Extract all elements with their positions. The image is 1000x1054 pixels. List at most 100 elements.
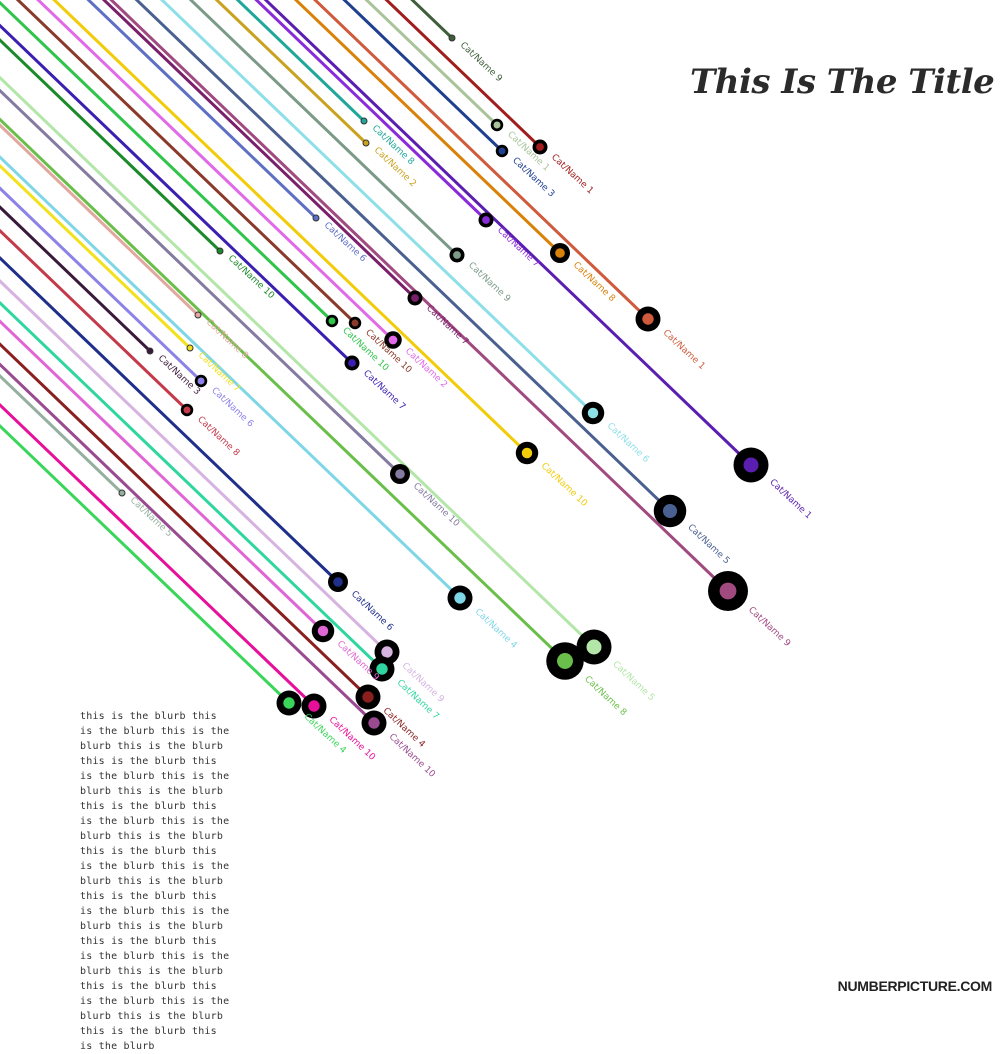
data-label: Cat/Name 6 (322, 220, 368, 264)
series-line (36, 0, 395, 342)
series-line (0, 38, 222, 253)
series-line (159, 0, 595, 415)
dot-layer (118, 34, 769, 736)
data-point (662, 503, 678, 519)
series-line (0, 423, 291, 705)
series-line (15, 0, 357, 325)
data-point (360, 117, 368, 125)
data-point (482, 216, 490, 224)
data-point (328, 317, 336, 325)
series-line (0, 342, 370, 699)
data-point (453, 251, 461, 259)
data-point (454, 592, 466, 604)
series-line (384, 0, 542, 149)
data-point (197, 377, 205, 385)
data-point (146, 347, 154, 355)
series-line (293, 0, 562, 255)
data-label: Cat/Name 9 (458, 40, 504, 84)
series-line (86, 0, 318, 220)
data-point (118, 489, 126, 497)
series-line (0, 186, 203, 383)
data-point (388, 335, 398, 345)
series-line (109, 0, 730, 593)
series-line (0, 362, 376, 725)
data-label: Cat/Name 1 (549, 153, 595, 197)
chart-title: This Is The Title (690, 62, 995, 102)
series-line (235, 0, 366, 123)
data-point (362, 691, 374, 703)
data-label: Cat/Name 4 (473, 607, 519, 651)
data-label: Cat/Name 7 (495, 226, 541, 270)
series-line (0, 88, 402, 476)
data-point (448, 34, 456, 42)
data-label: Cat/Name 9 (746, 605, 792, 649)
series-line (0, 117, 567, 663)
series-line (0, 75, 596, 649)
data-point (376, 663, 388, 675)
series-line (214, 0, 368, 145)
series-line (410, 0, 454, 40)
data-point (555, 248, 565, 258)
series-line (0, 163, 192, 350)
data-label: Cat/Name 6 (349, 589, 395, 633)
data-point (642, 313, 654, 325)
series-line (0, 256, 340, 584)
series-line (0, 300, 384, 671)
data-label: Cat/Name 1 (767, 477, 813, 521)
data-point (411, 294, 419, 302)
data-point (186, 344, 194, 352)
series-line (0, 155, 462, 600)
data-point (719, 582, 737, 600)
data-point (351, 319, 359, 327)
data-point (395, 469, 405, 479)
data-label: Cat/Name 1 (661, 328, 707, 372)
series-line (312, 0, 650, 321)
data-label: Cat/Name 6 (209, 386, 255, 430)
data-point (493, 121, 501, 129)
data-point (308, 700, 320, 712)
series-line (254, 0, 488, 222)
line-layer (0, 0, 753, 725)
data-point (586, 639, 602, 655)
series-line (0, 0, 334, 323)
series-line (0, 319, 325, 633)
data-point (194, 311, 202, 319)
series-line (364, 0, 499, 127)
series-line (0, 374, 124, 495)
data-point (557, 653, 573, 669)
series-line (134, 0, 672, 513)
data-point (498, 147, 506, 155)
series-line (101, 0, 417, 300)
data-point (536, 143, 544, 151)
data-point (521, 447, 533, 459)
data-point (317, 625, 329, 637)
data-label: Cat/Name 5 (610, 659, 656, 703)
data-label: Cat/Name 7 (361, 369, 407, 413)
data-label: Cat/Name 10 (539, 461, 589, 509)
data-label: Cat/Name 8 (582, 674, 628, 718)
data-point (283, 697, 295, 709)
series-line (342, 0, 504, 153)
data-point (216, 247, 224, 255)
blurb-text: this is the blurb this is the blurb this… (80, 711, 230, 1052)
series-line (0, 403, 316, 708)
data-label: Cat/Name 7 (424, 304, 470, 348)
series-line (0, 23, 354, 365)
data-point (587, 407, 599, 419)
brand-logo-text: NUMBERPICTURE.COM (837, 978, 993, 994)
data-point (362, 139, 370, 147)
series-line (0, 123, 200, 317)
data-point (368, 717, 380, 729)
series-line (52, 0, 529, 455)
data-point (743, 457, 759, 473)
data-label: Cat/Name 6 (605, 421, 651, 465)
data-point (333, 577, 343, 587)
data-point (348, 359, 356, 367)
series-line (188, 0, 459, 257)
data-point (183, 406, 191, 414)
series-line (263, 0, 753, 467)
series-line (0, 228, 189, 412)
series-line (0, 205, 152, 353)
